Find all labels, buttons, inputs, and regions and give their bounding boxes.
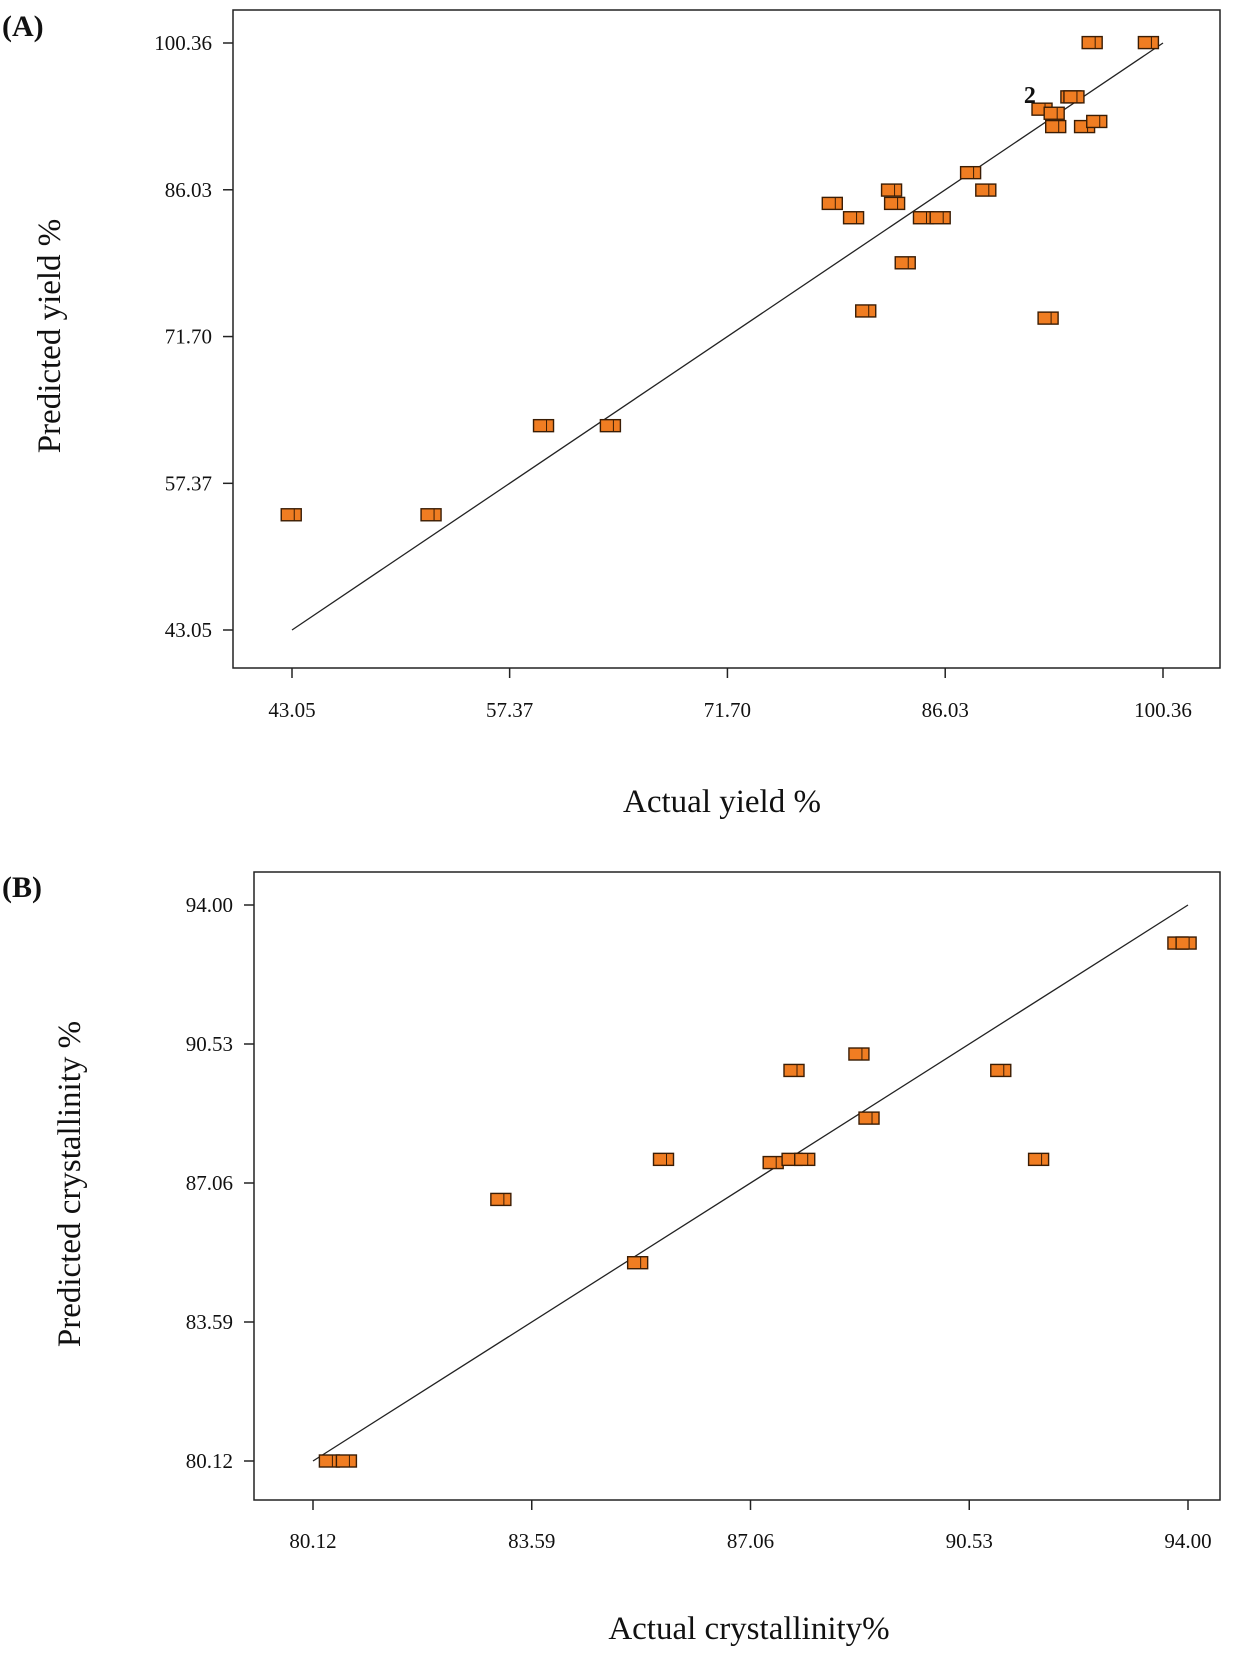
point-count-annotation: 2 — [1024, 83, 1036, 109]
data-point — [490, 1192, 512, 1207]
panel-label: (B) — [2, 871, 42, 904]
data-point — [783, 1063, 805, 1078]
data-point — [652, 1152, 675, 1167]
data-point — [335, 1454, 358, 1468]
y-axis-title: Predicted yield % — [32, 219, 68, 454]
data-point — [762, 1155, 784, 1170]
x-tick-label: 80.12 — [289, 1529, 336, 1553]
plot-frame — [253, 871, 1221, 1501]
x-tick-label: 90.53 — [946, 1529, 993, 1553]
data-point — [420, 508, 442, 522]
reference-line — [312, 904, 1189, 1462]
y-tick-label: 94.00 — [186, 893, 233, 917]
data-point — [1027, 1152, 1050, 1167]
y-axis-title: Predicted crystallinity % — [52, 1021, 88, 1347]
data-point — [883, 196, 906, 211]
x-tick-label: 71.70 — [704, 698, 751, 722]
data-point — [880, 183, 903, 197]
y-tick-label: 80.12 — [186, 1449, 233, 1473]
y-tick-label: 57.37 — [165, 471, 212, 495]
data-point — [280, 508, 302, 522]
x-tick-label: 100.36 — [1134, 698, 1192, 722]
data-point — [626, 1256, 649, 1270]
x-tick-label: 86.03 — [922, 698, 969, 722]
y-tick-label: 100.36 — [154, 31, 212, 55]
data-point — [794, 1152, 816, 1167]
data-point — [1037, 311, 1059, 325]
y-tick-label: 83.59 — [186, 1310, 233, 1334]
y-tick-label: 87.06 — [186, 1171, 233, 1195]
data-point — [959, 165, 982, 180]
data-point — [599, 418, 622, 433]
data-point — [842, 211, 865, 225]
x-tick-label: 43.05 — [268, 698, 315, 722]
x-axis-title: Actual yield % — [623, 784, 821, 820]
data-point — [821, 196, 843, 211]
data-point — [929, 211, 951, 225]
y-tick-label: 43.05 — [165, 618, 212, 642]
data-point — [894, 256, 916, 270]
y-tick-label: 90.53 — [186, 1032, 233, 1056]
reference-line — [291, 42, 1164, 631]
data-point — [1086, 114, 1108, 129]
x-tick-label: 57.37 — [486, 698, 533, 722]
x-tick-label: 83.59 — [508, 1529, 555, 1553]
data-point — [1063, 90, 1085, 104]
x-axis-title: Actual crystallinity% — [608, 1611, 889, 1647]
data-point — [532, 418, 555, 433]
data-point — [1175, 936, 1197, 950]
x-tick-label: 94.00 — [1164, 1529, 1211, 1553]
data-point — [848, 1047, 870, 1061]
data-point — [1137, 35, 1160, 50]
data-point — [1045, 119, 1067, 134]
data-point — [1043, 106, 1065, 120]
data-point — [990, 1063, 1012, 1078]
x-tick-label: 87.06 — [727, 1529, 774, 1553]
y-tick-label: 71.70 — [165, 325, 212, 349]
data-point — [858, 1111, 880, 1125]
plot-frame — [232, 9, 1221, 669]
panel-label: (A) — [2, 10, 44, 43]
data-point — [1081, 35, 1103, 50]
data-point — [975, 183, 997, 197]
y-tick-label: 86.03 — [165, 178, 212, 202]
data-point — [855, 304, 877, 318]
